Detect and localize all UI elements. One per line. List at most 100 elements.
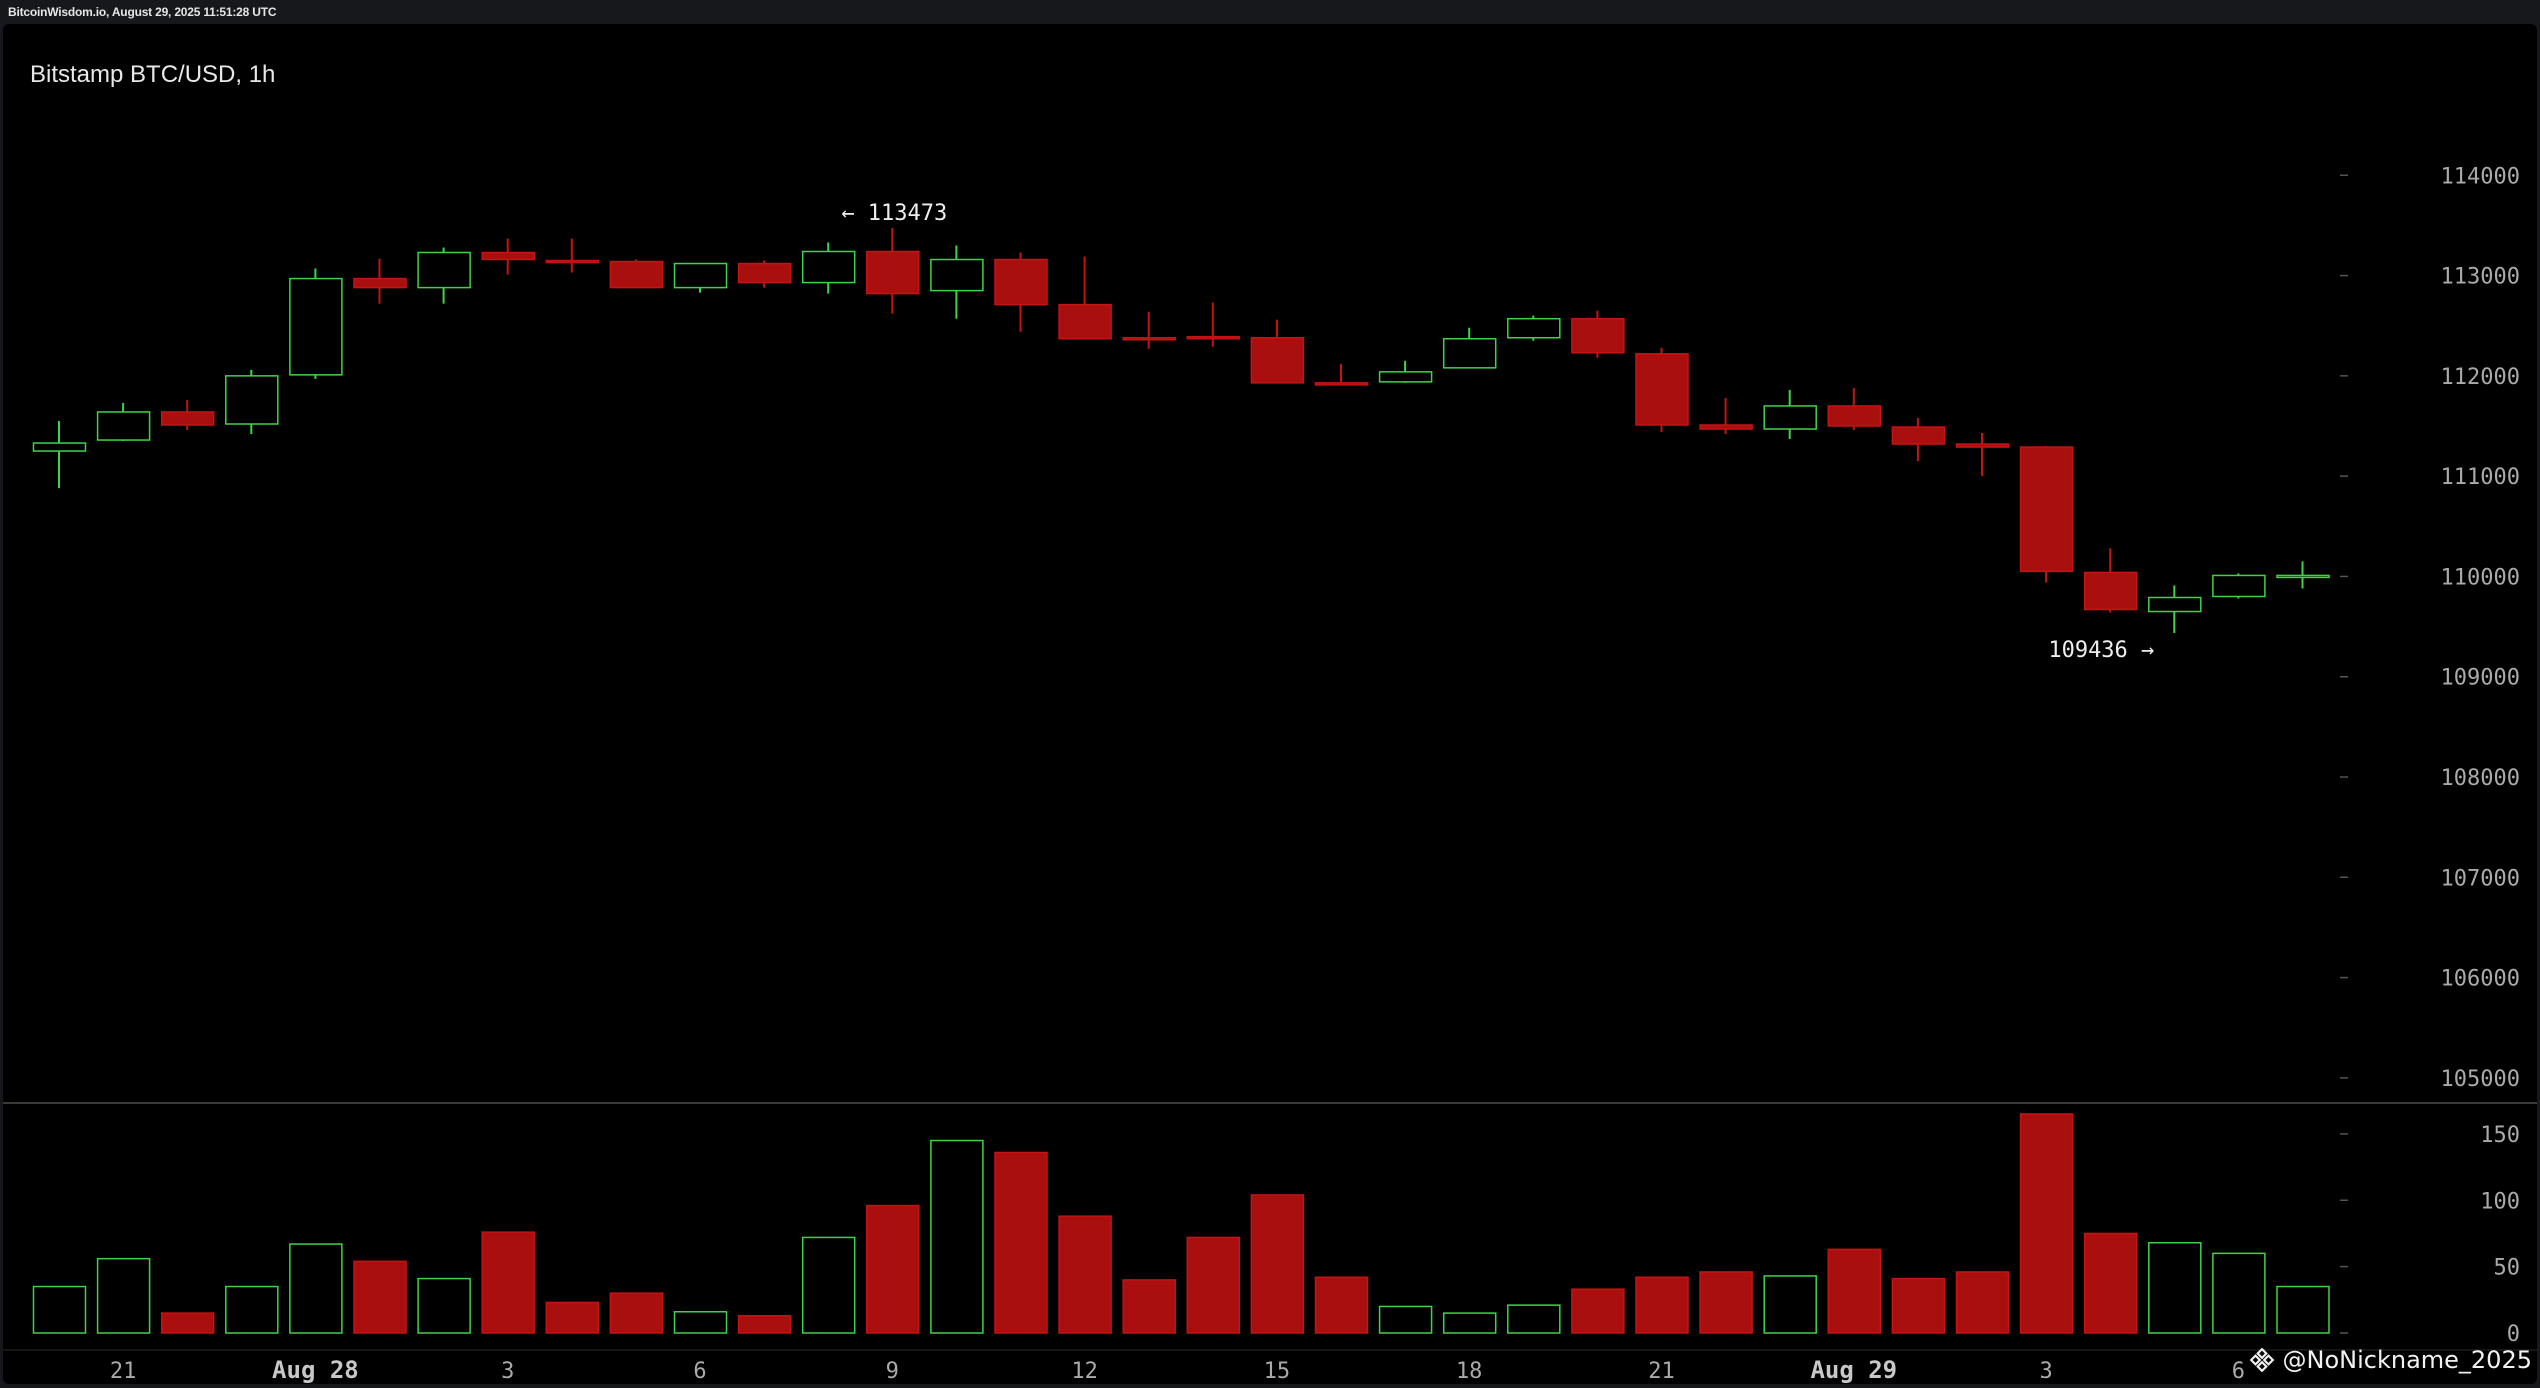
volume-bar — [1250, 1194, 1305, 1334]
price-tick-label: 109000 — [2441, 666, 2520, 691]
candle-body — [225, 375, 279, 425]
volume-bar — [1763, 1275, 1817, 1334]
volume-bar — [673, 1311, 728, 1334]
price-tick-label: 107000 — [2441, 866, 2520, 891]
candle-body — [930, 258, 984, 292]
volume-bar — [289, 1243, 343, 1334]
candle-body — [2212, 574, 2266, 598]
volume-bar — [801, 1236, 856, 1334]
candle-body — [1186, 335, 1241, 340]
candle-body — [1955, 443, 2010, 448]
candle-body — [2276, 574, 2330, 579]
volume-bar — [994, 1151, 1048, 1334]
volume-bar — [417, 1277, 471, 1334]
volume-bar — [2083, 1232, 2138, 1334]
price-tick-label: 108000 — [2441, 766, 2520, 791]
volume-bar — [1571, 1288, 1625, 1334]
candle-body — [96, 411, 151, 441]
volume-bar — [2019, 1113, 2074, 1334]
x-axis-label: 3 — [501, 1359, 514, 1384]
volume-tick-label: 50 — [2494, 1256, 2521, 1281]
chart-panel: Bitstamp BTC/USD, 1h — [3, 24, 2537, 1384]
candle-body — [32, 442, 87, 452]
candle-body — [545, 259, 600, 264]
candle-body — [1314, 382, 1369, 386]
x-axis-label: 15 — [1264, 1359, 1291, 1384]
x-axis-label: 6 — [693, 1359, 706, 1384]
volume-bar — [1122, 1279, 1176, 1334]
volume-tick-label: 0 — [2507, 1322, 2520, 1347]
volume-bar — [545, 1301, 600, 1334]
x-axis-label: Aug 29 — [1810, 1356, 1897, 1384]
volume-bar — [225, 1285, 279, 1334]
candle-body — [673, 262, 728, 289]
candle-body — [994, 258, 1048, 306]
candle-body — [1378, 371, 1433, 383]
x-axis-label: 21 — [110, 1359, 137, 1384]
candle-body — [1827, 405, 1882, 427]
price-tick-label: 110000 — [2441, 565, 2520, 590]
candle-body — [801, 250, 856, 284]
volume-tick-label: 150 — [2480, 1123, 2520, 1148]
price-tick-label: 114000 — [2441, 164, 2520, 189]
price-tick-label: 106000 — [2441, 967, 2520, 992]
candle-body — [1763, 405, 1817, 430]
candle-body — [1058, 303, 1112, 340]
x-axis-label: 18 — [1456, 1359, 1483, 1384]
x-axis-label: 9 — [886, 1359, 899, 1384]
watermark: @NoNickname_2025 — [2249, 1346, 2533, 1374]
volume-bar — [160, 1312, 215, 1334]
candle-body — [417, 251, 471, 289]
volume-bar — [2148, 1241, 2202, 1334]
volume-bar — [1507, 1304, 1561, 1334]
volume-bar — [1378, 1305, 1433, 1334]
source-timestamp: BitcoinWisdom.io, August 29, 2025 11:51:… — [8, 5, 277, 19]
candle-body — [1571, 317, 1625, 354]
chart-title: Bitstamp BTC/USD, 1h — [30, 61, 276, 88]
x-axis-label: 3 — [2039, 1359, 2052, 1384]
volume-bar — [1699, 1271, 1753, 1334]
volume-bar — [2276, 1285, 2330, 1334]
volume-bar — [609, 1292, 664, 1334]
volume-bar — [1827, 1248, 1882, 1334]
price-annotation: ← 113473 — [841, 201, 947, 226]
candle-body — [609, 260, 664, 289]
price-tick-label: 111000 — [2441, 465, 2520, 490]
candle-body — [160, 411, 215, 426]
volume-tick-label: 100 — [2480, 1189, 2520, 1214]
volume-bar — [32, 1285, 87, 1334]
candle-body — [1635, 353, 1689, 426]
volume-bar — [930, 1139, 984, 1334]
candle-body — [737, 262, 792, 284]
volume-bar — [481, 1231, 535, 1334]
candle-body — [2148, 596, 2202, 613]
volume-bar — [96, 1257, 151, 1334]
volume-bar — [1058, 1215, 1112, 1334]
candle-body — [2019, 446, 2074, 573]
candle-body — [2083, 571, 2138, 611]
candle-body — [289, 277, 343, 376]
volume-bar — [1635, 1276, 1689, 1334]
candle-body — [1442, 337, 1497, 369]
price-tick-label: 113000 — [2441, 265, 2520, 290]
volume-bar — [1442, 1312, 1497, 1334]
volume-bar — [1186, 1236, 1241, 1334]
volume-bar — [2212, 1252, 2266, 1334]
candle-body — [1122, 336, 1176, 341]
candle-body — [1699, 424, 1753, 430]
volume-bar — [353, 1260, 407, 1334]
candle-body — [866, 250, 920, 295]
binance-diamond-icon — [2249, 1347, 2274, 1373]
price-tick-label: 105000 — [2441, 1067, 2520, 1092]
candle-body — [481, 251, 535, 261]
volume-bar — [1891, 1277, 1946, 1334]
price-tick-label: 112000 — [2441, 365, 2520, 390]
candle-body — [353, 277, 407, 289]
x-axis-label: 21 — [1648, 1359, 1675, 1384]
x-axis-label: Aug 28 — [272, 1356, 359, 1384]
volume-bar — [1314, 1276, 1369, 1334]
volume-bar — [737, 1314, 792, 1334]
watermark-text: @NoNickname_2025 — [2282, 1346, 2533, 1374]
x-axis-label: 6 — [2232, 1359, 2245, 1384]
